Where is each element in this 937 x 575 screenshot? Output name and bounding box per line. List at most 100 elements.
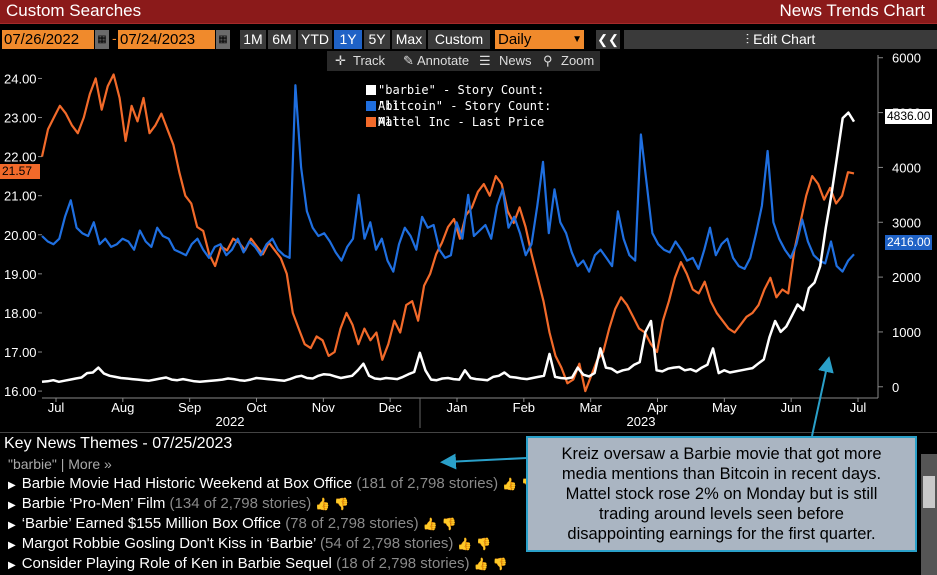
year-label: 2022 [216, 414, 245, 429]
double-chevron-left-icon[interactable]: ❮❮ [596, 30, 620, 49]
thumbs-down-icon[interactable]: 👎 [492, 557, 508, 571]
calendar-icon[interactable]: ▦ [216, 30, 230, 49]
bitcoin-series-line [41, 84, 855, 273]
list-item[interactable]: ▶ Margot Robbie Gosling Don't Kiss in ‘Ba… [0, 534, 560, 554]
news-title[interactable]: Barbie ‘Pro-Men’ Film [21, 495, 166, 512]
annotation-line: Kreiz oversaw a Barbie movie that got mo… [561, 445, 882, 463]
annotation-line: trading around levels seen before [599, 505, 844, 523]
right-tick-label: 4000 [892, 160, 921, 175]
calendar-icon[interactable]: ▦ [95, 30, 109, 49]
triangle-right-icon: ▶ [8, 520, 16, 531]
start-date-input[interactable]: 07/26/2022 [2, 30, 94, 49]
zoom-button[interactable]: Zoom [561, 53, 595, 68]
x-tick-label: Apr [647, 400, 668, 415]
range-1m-button[interactable]: 1M [240, 30, 266, 49]
left-tick-label: 23.00 [4, 111, 37, 126]
edit-chart-button[interactable]: ⫶ Edit Chart [624, 30, 937, 49]
thumbs-up-icon[interactable]: 👍 [315, 497, 331, 511]
x-tick-label: Jan [447, 400, 468, 415]
annotation-callout: Kreiz oversaw a Barbie movie that got mo… [526, 436, 917, 552]
thumbs-up-icon[interactable]: 👍 [457, 537, 473, 551]
left-tick-label: 20.00 [4, 228, 37, 243]
scrollbar-thumb[interactable] [923, 476, 935, 508]
period-value: Daily [498, 31, 532, 48]
range-5y-button[interactable]: 5Y [364, 30, 390, 49]
thumbs-down-icon[interactable]: 👎 [476, 537, 492, 551]
period-select[interactable]: Daily ▼ [495, 30, 584, 49]
list-item[interactable]: ▶ Consider Playing Role of Ken in Barbie … [0, 554, 560, 574]
edit-chart-label: Edit Chart [753, 31, 816, 47]
news-icon: ☰ [479, 53, 491, 68]
news-count: (54 of 2,798 stories) [320, 535, 454, 552]
triangle-right-icon: ▶ [8, 480, 16, 491]
legend-item: "bitcoin" - Story Count: All [362, 98, 561, 129]
thumbs-up-icon[interactable]: 👍 [473, 557, 489, 571]
window-title: Custom Searches [6, 1, 142, 20]
thumbs-up-icon[interactable]: 👍 [502, 477, 518, 491]
left-tick-label: 21.00 [4, 189, 37, 204]
x-tick-label: Jun [781, 400, 802, 415]
x-tick-label: May [712, 400, 737, 415]
left-tick-label: 16.00 [4, 384, 37, 399]
scrollbar[interactable] [921, 454, 937, 575]
range-ytd-button[interactable]: YTD [298, 30, 332, 49]
track-button[interactable]: Track [353, 53, 386, 68]
news-button[interactable]: News [499, 53, 532, 68]
legend-swatch [366, 117, 376, 127]
range-6m-button[interactable]: 6M [268, 30, 296, 49]
annotate-button[interactable]: Annotate [417, 53, 470, 68]
news-count: (134 of 2,798 stories) [169, 495, 312, 512]
news-themes-header: Key News Themes - 07/25/2023 [0, 432, 937, 454]
range-max-button[interactable]: Max [392, 30, 426, 49]
thumbs-down-icon[interactable]: 👎 [441, 517, 457, 531]
chart-title: News Trends Chart [779, 1, 926, 20]
chevron-down-icon: ▼ [572, 34, 582, 45]
right-tick-label: 2000 [892, 270, 921, 285]
track-icon: ✛ [335, 53, 346, 68]
thumbs-up-icon[interactable]: 👍 [422, 517, 438, 531]
barbie-last-value-badge: 4836.00 [885, 109, 933, 124]
annotate-icon: ✎ [403, 53, 414, 68]
legend-label: "bitcoin" - Story Count: All [378, 99, 552, 129]
mattel-series-line [40, 73, 855, 393]
news-title[interactable]: Margot Robbie Gosling Don't Kiss in ‘Bar… [21, 535, 316, 552]
thumbs-down-icon[interactable]: 👎 [334, 497, 350, 511]
x-tick-label: Aug [111, 400, 134, 415]
news-title[interactable]: ‘Barbie’ Earned $155 Million Box Office [21, 515, 282, 532]
x-tick-label: Jul [48, 400, 65, 415]
news-title[interactable]: Barbie Movie Had Historic Weekend at Box… [21, 475, 353, 492]
range-custom-button[interactable]: Custom [428, 30, 490, 49]
legend-item: Mattel Inc - Last Price [362, 114, 561, 130]
news-list: ▶ Barbie Movie Had Historic Weekend at Bo… [0, 474, 560, 574]
title-bar: Custom Searches News Trends Chart [0, 0, 937, 24]
chart-legend: "barbie" - Story Count: All "bitcoin" - … [362, 82, 561, 132]
list-item[interactable]: ▶ Barbie Movie Had Historic Weekend at Bo… [0, 474, 560, 494]
chart-tools-bar: ✛ Track ✎ Annotate ☰ News ⚲ Zoom [327, 51, 600, 71]
news-title[interactable]: Consider Playing Role of Ken in Barbie S… [21, 555, 332, 572]
right-tick-label: 1000 [892, 325, 921, 340]
left-tick-label: 24.00 [4, 71, 37, 86]
x-tick-label: Dec [379, 400, 403, 415]
x-tick-label: Jul [850, 400, 867, 415]
legend-item: "barbie" - Story Count: All [362, 82, 561, 113]
right-tick-label: 0 [892, 380, 899, 395]
right-tick-label: 3000 [892, 215, 921, 230]
annotation-line: media mentions than Bitcoin in recent da… [561, 465, 882, 483]
news-count: (181 of 2,798 stories) [356, 475, 499, 492]
bitcoin-last-value-badge: 2416.00 [885, 235, 933, 250]
annotation-line: Mattel stock rose 2% on Monday but is st… [565, 485, 878, 503]
list-item[interactable]: ▶ Barbie ‘Pro-Men’ Film (134 of 2,798 sto… [0, 494, 560, 514]
end-date-input[interactable]: 07/24/2023 [118, 30, 215, 49]
x-tick-label: Feb [513, 400, 535, 415]
chart-icon: ⫶ [745, 31, 750, 47]
news-trends-chart[interactable]: 16.00 17.00 18.00 19.00 20.00 21.00 22.00 23.00… [0, 50, 937, 430]
news-query-link[interactable]: "barbie" | More » [8, 456, 112, 472]
callout-arrow-news [440, 453, 528, 470]
left-tick-label: 22.00 [4, 150, 37, 165]
range-1y-button[interactable]: 1Y [334, 30, 362, 49]
left-tick-label: 18.00 [4, 306, 37, 321]
x-tick-label: Sep [178, 400, 201, 415]
right-tick-label: 6000 [892, 51, 921, 66]
list-item[interactable]: ▶ ‘Barbie’ Earned $155 Million Box Office… [0, 514, 560, 534]
news-count: (78 of 2,798 stories) [285, 515, 419, 532]
